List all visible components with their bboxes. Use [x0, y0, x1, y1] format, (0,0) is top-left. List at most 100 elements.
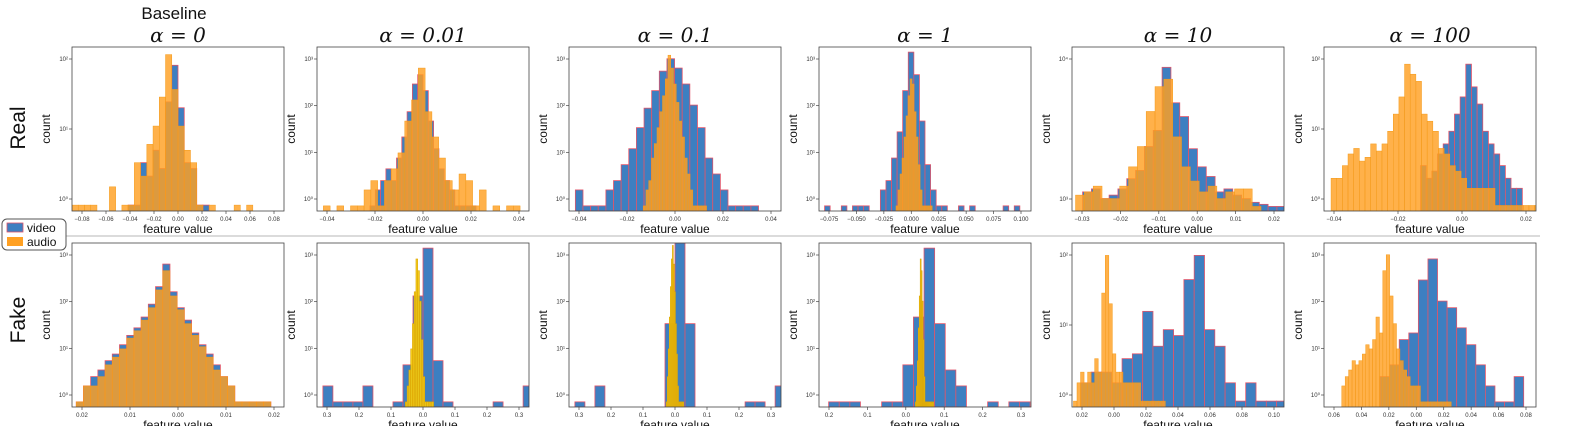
audio-bar [676, 102, 680, 211]
audio-bar [1430, 401, 1435, 407]
video-bar [744, 401, 756, 407]
audio-bar [927, 205, 931, 211]
x-tick-label: 0.08 [1520, 413, 1532, 419]
panel-real-4: −0.03 −0.02 −0.01 0.00 0.01 0.02 10³ 10⁴ feature… [1039, 23, 1285, 236]
y-tick-label: 10¹ [1311, 127, 1320, 133]
y-axis-label: count [1291, 310, 1305, 340]
video-bar [1267, 206, 1278, 211]
y-tick-label: 10¹ [806, 150, 815, 156]
row-label-fake: Fake [7, 297, 30, 344]
audio-bar [1511, 205, 1518, 211]
audio-bar [408, 369, 411, 407]
audio-bar [1393, 113, 1400, 211]
video-bar [1437, 300, 1448, 407]
x-tick-label: 0.04 [1356, 413, 1368, 419]
video-bar [613, 180, 622, 211]
audio-bar [198, 346, 207, 407]
audio-bar [431, 136, 439, 211]
audio-bar [415, 258, 418, 407]
video-bar [1204, 329, 1216, 407]
y-tick-label: 10¹ [1059, 323, 1068, 329]
video-bar [958, 205, 965, 211]
audio-bar [212, 369, 221, 407]
video-bar [202, 204, 210, 211]
panel-title: α = 0 [150, 23, 206, 47]
audio-bar [384, 180, 392, 211]
audio-bar [134, 162, 141, 211]
x-tick-label: 0.1 [451, 413, 460, 419]
audio-bar [406, 385, 410, 407]
audio-bar [1119, 185, 1129, 211]
y-axis-label: count [786, 310, 800, 340]
audio-bar [1090, 382, 1095, 407]
audio-bar [109, 186, 116, 211]
audio-bar [1112, 353, 1117, 407]
audio-bar [1158, 400, 1163, 407]
video-bar [735, 205, 744, 211]
video-bar [1465, 344, 1477, 407]
video-bar [1245, 382, 1257, 407]
x-tick-label: 0.04 [513, 217, 525, 223]
audio-bar [479, 189, 487, 211]
audio-bar [97, 376, 106, 407]
x-tick-label: 0.1 [863, 413, 872, 419]
y-tick-label: 10¹ [59, 346, 68, 352]
audio-bar [84, 204, 91, 211]
panel-fake-5: 0.06 0.04 0.02 0.00 0.02 0.04 0.06 0.08 10⁰ 10¹ 10… [1291, 242, 1537, 426]
y-tick-label: 10³ [556, 253, 565, 259]
legend: video audio [1, 218, 67, 251]
y-axis-label: count [786, 114, 800, 144]
y-tick-label: 10² [1059, 253, 1068, 259]
audio-bar [1427, 401, 1431, 407]
video-bar [840, 205, 848, 211]
audio-bar [411, 99, 419, 211]
x-tick-label: 0.02 [1520, 217, 1532, 223]
x-tick-label: 0.1 [940, 413, 949, 419]
x-tick-label: 0.100 [1013, 217, 1029, 223]
audio-bar [1385, 254, 1390, 407]
audio-bar [445, 180, 453, 211]
panel-frame [1323, 242, 1537, 408]
x-tick-label: 0.2 [978, 413, 987, 419]
video-bar [582, 205, 592, 211]
audio-bar [1101, 198, 1112, 211]
video-bar [891, 401, 904, 407]
x-tick-label: −0.04 [319, 217, 335, 223]
audio-bar [159, 96, 166, 211]
audio-bar [1075, 194, 1085, 211]
audio-bar [241, 401, 250, 407]
audio-bar [513, 205, 521, 211]
x-axis-label: feature value [143, 222, 213, 236]
y-tick-label: 10² [556, 104, 565, 110]
x-tick-label: 0.02 [465, 217, 477, 223]
y-tick-label: 10² [806, 104, 815, 110]
audio-bar [438, 157, 446, 211]
audio-bar [1398, 96, 1405, 211]
audio-bar [1449, 165, 1456, 211]
audio-bar [256, 401, 264, 407]
video-bar [1276, 206, 1284, 211]
plot-area [574, 243, 781, 407]
legend-swatch-audio [7, 237, 23, 246]
audio-bar [676, 353, 678, 407]
y-tick-label: 10¹ [806, 346, 815, 352]
x-tick-label: 0.2 [735, 413, 744, 419]
audio-bar [645, 189, 649, 211]
audio-bar [126, 337, 135, 407]
y-tick-label: 10³ [304, 57, 313, 63]
audio-bar [112, 356, 120, 407]
plot-area [322, 247, 529, 407]
audio-bar [1406, 376, 1411, 407]
video-bar [863, 205, 870, 211]
y-tick-label: 10⁰ [1311, 196, 1321, 203]
audio-bar [1420, 401, 1425, 407]
y-tick-label: 10¹ [556, 346, 565, 352]
audio-bar [1416, 385, 1421, 407]
y-tick-label: 10³ [1059, 197, 1068, 203]
audio-bar [350, 205, 358, 211]
video-bar [923, 247, 936, 407]
audio-bar [405, 401, 408, 407]
video-bar [442, 401, 454, 407]
video-bar [1276, 400, 1284, 407]
video-bar [934, 323, 946, 407]
